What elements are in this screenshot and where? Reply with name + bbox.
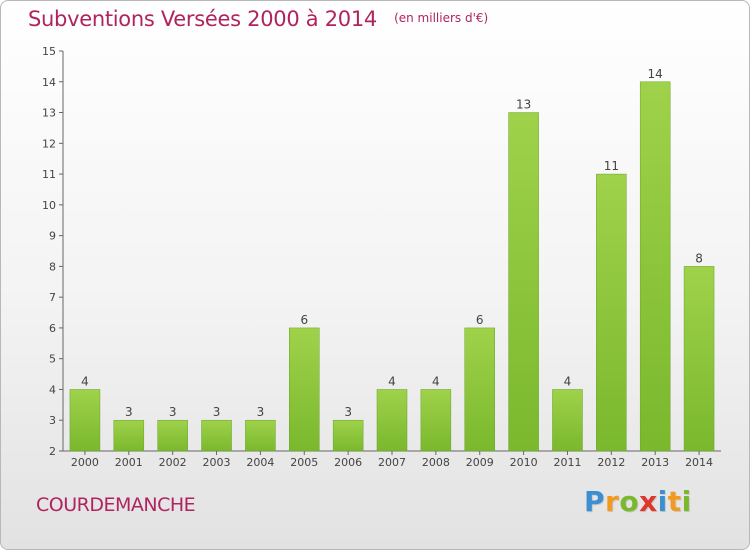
y-tick-label: 8 [49,260,56,273]
y-tick-label: 7 [49,291,56,304]
y-tick-label: 5 [49,353,56,366]
x-tick-label: 2008 [422,456,450,469]
x-tick-label: 2001 [115,456,143,469]
bar-value-label: 3 [213,405,221,419]
bar-value-label: 11 [604,159,619,173]
logo-letter: t [667,485,682,518]
x-tick-label: 2010 [510,456,538,469]
bar-value-label: 3 [344,405,352,419]
bar [113,419,145,452]
bar [508,112,539,452]
bar-value-label: 8 [695,251,703,265]
x-tick-label: 2003 [203,456,231,469]
x-tick-label: 2013 [641,456,669,469]
x-tick-label: 2012 [597,456,625,469]
bar-value-label: 13 [516,98,531,112]
y-tick-label: 11 [42,168,56,181]
logo-letter: o [619,485,640,518]
bar [157,419,188,452]
bar-value-label: 4 [388,374,396,388]
y-tick-label: 10 [42,199,56,212]
bar-value-label: 4 [564,374,572,388]
x-tick-label: 2007 [378,456,406,469]
chart-title: Subventions Versées 2000 à 2014 [28,7,377,31]
y-tick-label: 12 [42,137,56,150]
logo-letter: i [657,485,668,518]
bar [289,327,320,452]
x-tick-label: 2014 [685,456,713,469]
x-tick-label: 2005 [290,456,318,469]
bar [552,389,583,452]
logo-letter: P [584,485,606,518]
y-tick-label: 13 [42,107,56,120]
x-tick-label: 2004 [246,456,274,469]
y-tick-label: 9 [49,230,56,243]
bar [639,81,671,452]
bar-value-label: 4 [81,374,89,388]
chart-unit: (en milliers d'€) [394,11,489,25]
x-tick-label: 2002 [159,456,187,469]
y-tick-label: 3 [49,414,56,427]
bar [464,327,495,452]
bar-value-label: 3 [169,405,177,419]
y-tick-label: 15 [42,45,56,58]
commune-name: COURDEMANCHE [36,494,196,516]
logo-letter: i [681,485,692,518]
y-tick-label: 14 [42,76,56,89]
bar-value-label: 3 [257,405,265,419]
proxiti-logo: Proxiti [584,485,692,518]
bar-value-label: 3 [125,405,133,419]
bar-value-label: 4 [432,374,440,388]
x-tick-label: 2011 [553,456,581,469]
bar-value-label: 6 [300,313,308,327]
x-tick-label: 2006 [334,456,362,469]
bar [683,266,715,452]
bar [245,419,276,452]
logo-letter: r [605,485,620,518]
bar [201,419,232,452]
y-tick-label: 6 [49,322,56,335]
bar [376,389,408,452]
chart-title-block: Subventions Versées 2000 à 2014 (en mill… [28,7,488,31]
x-tick-label: 2009 [466,456,494,469]
bar [69,389,101,452]
bar-value-label: 6 [476,313,484,327]
bar [420,389,452,452]
bar-value-label: 14 [648,67,663,81]
y-tick-label: 4 [49,383,56,396]
y-tick-label: 2 [49,445,56,458]
bar [596,173,627,452]
logo-letter: x [639,485,658,518]
x-tick-label: 2000 [71,456,99,469]
bar [332,419,364,452]
